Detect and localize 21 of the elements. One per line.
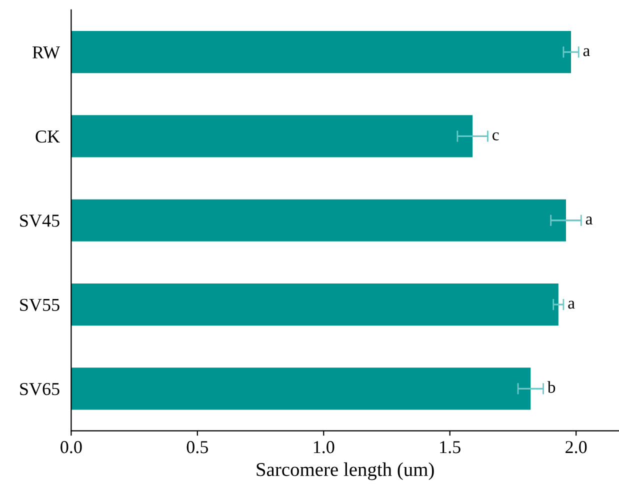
y-tick-label: SV55 [20, 298, 60, 312]
y-tick-label: SV45 [20, 214, 60, 227]
bar [71, 31, 572, 74]
annotation: a [583, 48, 590, 56]
annotation: a [586, 216, 592, 225]
annotation: b [547, 381, 556, 393]
x-tick-label: 0.5 [186, 441, 208, 454]
y-tick-label: SV65 [20, 382, 60, 396]
x-tick-label: 1.0 [314, 441, 334, 454]
bar [71, 368, 531, 410]
y-tick-label: RW [32, 46, 60, 59]
bar [71, 115, 473, 158]
x-tick-label: 1.5 [440, 441, 460, 454]
bar [71, 199, 566, 242]
x-axis-title: Sarcomere length (um) [256, 462, 434, 480]
x-tick-label: 2.0 [566, 441, 587, 454]
y-tick-label: CK [36, 130, 60, 143]
bar [71, 283, 558, 326]
x-tick-label: 0.0 [60, 441, 82, 454]
annotation: a [568, 300, 575, 309]
annotation: c [492, 132, 499, 140]
